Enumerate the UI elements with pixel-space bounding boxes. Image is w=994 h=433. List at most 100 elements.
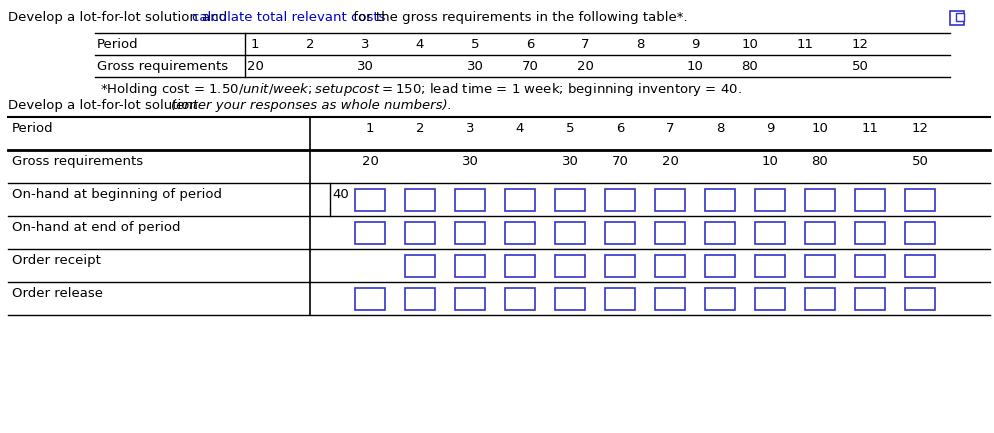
Text: 4: 4	[415, 38, 424, 51]
Text: calculate total relevant costs: calculate total relevant costs	[192, 11, 386, 24]
FancyBboxPatch shape	[455, 222, 485, 243]
Text: 1: 1	[250, 38, 259, 51]
FancyBboxPatch shape	[455, 188, 485, 210]
FancyBboxPatch shape	[755, 288, 785, 310]
Text: 20: 20	[247, 60, 263, 73]
Text: 80: 80	[742, 60, 758, 73]
FancyBboxPatch shape	[805, 222, 835, 243]
FancyBboxPatch shape	[655, 188, 685, 210]
FancyBboxPatch shape	[705, 288, 735, 310]
Text: 10: 10	[811, 122, 828, 135]
Text: 6: 6	[526, 38, 534, 51]
Text: 9: 9	[765, 122, 774, 135]
Text: 40: 40	[332, 188, 349, 201]
FancyBboxPatch shape	[705, 188, 735, 210]
Text: (enter your responses as whole numbers).: (enter your responses as whole numbers).	[171, 99, 451, 112]
Text: On-hand at beginning of period: On-hand at beginning of period	[12, 188, 222, 201]
Text: 11: 11	[862, 122, 879, 135]
Text: 6: 6	[616, 122, 624, 135]
FancyBboxPatch shape	[555, 288, 585, 310]
Text: 8: 8	[636, 38, 644, 51]
FancyBboxPatch shape	[855, 188, 885, 210]
FancyBboxPatch shape	[805, 288, 835, 310]
Text: for the gross requirements in the following table*.: for the gross requirements in the follow…	[349, 11, 688, 24]
FancyBboxPatch shape	[950, 11, 964, 25]
FancyBboxPatch shape	[905, 222, 935, 243]
Text: 7: 7	[580, 38, 589, 51]
Text: 30: 30	[466, 60, 483, 73]
FancyBboxPatch shape	[505, 255, 535, 277]
Text: 2: 2	[415, 122, 424, 135]
FancyBboxPatch shape	[555, 222, 585, 243]
Text: 20: 20	[577, 60, 593, 73]
FancyBboxPatch shape	[505, 222, 535, 243]
FancyBboxPatch shape	[956, 13, 964, 21]
FancyBboxPatch shape	[405, 255, 435, 277]
Text: 12: 12	[911, 122, 928, 135]
FancyBboxPatch shape	[805, 188, 835, 210]
Text: Gross requirements: Gross requirements	[97, 60, 229, 73]
Text: 10: 10	[742, 38, 758, 51]
FancyBboxPatch shape	[755, 222, 785, 243]
FancyBboxPatch shape	[505, 288, 535, 310]
Text: Gross requirements: Gross requirements	[12, 155, 143, 168]
FancyBboxPatch shape	[355, 188, 385, 210]
FancyBboxPatch shape	[905, 255, 935, 277]
Text: On-hand at end of period: On-hand at end of period	[12, 221, 181, 234]
FancyBboxPatch shape	[405, 288, 435, 310]
FancyBboxPatch shape	[555, 255, 585, 277]
Text: 50: 50	[852, 60, 869, 73]
Text: 9: 9	[691, 38, 699, 51]
FancyBboxPatch shape	[605, 188, 635, 210]
Text: Develop a lot-for-lot solution: Develop a lot-for-lot solution	[8, 99, 202, 112]
FancyBboxPatch shape	[755, 188, 785, 210]
FancyBboxPatch shape	[555, 188, 585, 210]
Text: 20: 20	[662, 155, 679, 168]
Text: 70: 70	[522, 60, 539, 73]
FancyBboxPatch shape	[455, 288, 485, 310]
Text: *Holding cost = $1.50/unit/week; setup cost = $150; lead time = 1 week; beginnin: *Holding cost = $1.50/unit/week; setup c…	[100, 81, 742, 98]
Text: 30: 30	[461, 155, 478, 168]
FancyBboxPatch shape	[605, 255, 635, 277]
Text: 50: 50	[911, 155, 928, 168]
Text: 20: 20	[362, 155, 379, 168]
FancyBboxPatch shape	[605, 222, 635, 243]
FancyBboxPatch shape	[455, 255, 485, 277]
FancyBboxPatch shape	[705, 255, 735, 277]
Text: Period: Period	[12, 122, 54, 135]
Text: 12: 12	[852, 38, 869, 51]
Text: 30: 30	[562, 155, 579, 168]
Text: 3: 3	[361, 38, 369, 51]
FancyBboxPatch shape	[905, 288, 935, 310]
FancyBboxPatch shape	[405, 222, 435, 243]
FancyBboxPatch shape	[755, 255, 785, 277]
FancyBboxPatch shape	[705, 222, 735, 243]
FancyBboxPatch shape	[855, 288, 885, 310]
Text: Order receipt: Order receipt	[12, 254, 100, 267]
FancyBboxPatch shape	[805, 255, 835, 277]
FancyBboxPatch shape	[855, 255, 885, 277]
Text: 80: 80	[812, 155, 828, 168]
FancyBboxPatch shape	[355, 288, 385, 310]
Text: 5: 5	[566, 122, 575, 135]
FancyBboxPatch shape	[655, 255, 685, 277]
Text: 2: 2	[306, 38, 314, 51]
Text: Order release: Order release	[12, 287, 103, 300]
Text: 3: 3	[466, 122, 474, 135]
Text: 7: 7	[666, 122, 674, 135]
Text: 1: 1	[366, 122, 375, 135]
FancyBboxPatch shape	[505, 188, 535, 210]
FancyBboxPatch shape	[605, 288, 635, 310]
FancyBboxPatch shape	[905, 188, 935, 210]
FancyBboxPatch shape	[855, 222, 885, 243]
Text: 10: 10	[687, 60, 704, 73]
Text: 5: 5	[471, 38, 479, 51]
Text: 11: 11	[796, 38, 813, 51]
Text: 30: 30	[357, 60, 374, 73]
FancyBboxPatch shape	[355, 222, 385, 243]
FancyBboxPatch shape	[405, 188, 435, 210]
Text: 8: 8	[716, 122, 725, 135]
FancyBboxPatch shape	[655, 288, 685, 310]
FancyBboxPatch shape	[655, 222, 685, 243]
Text: Develop a lot-for-lot solution and: Develop a lot-for-lot solution and	[8, 11, 232, 24]
